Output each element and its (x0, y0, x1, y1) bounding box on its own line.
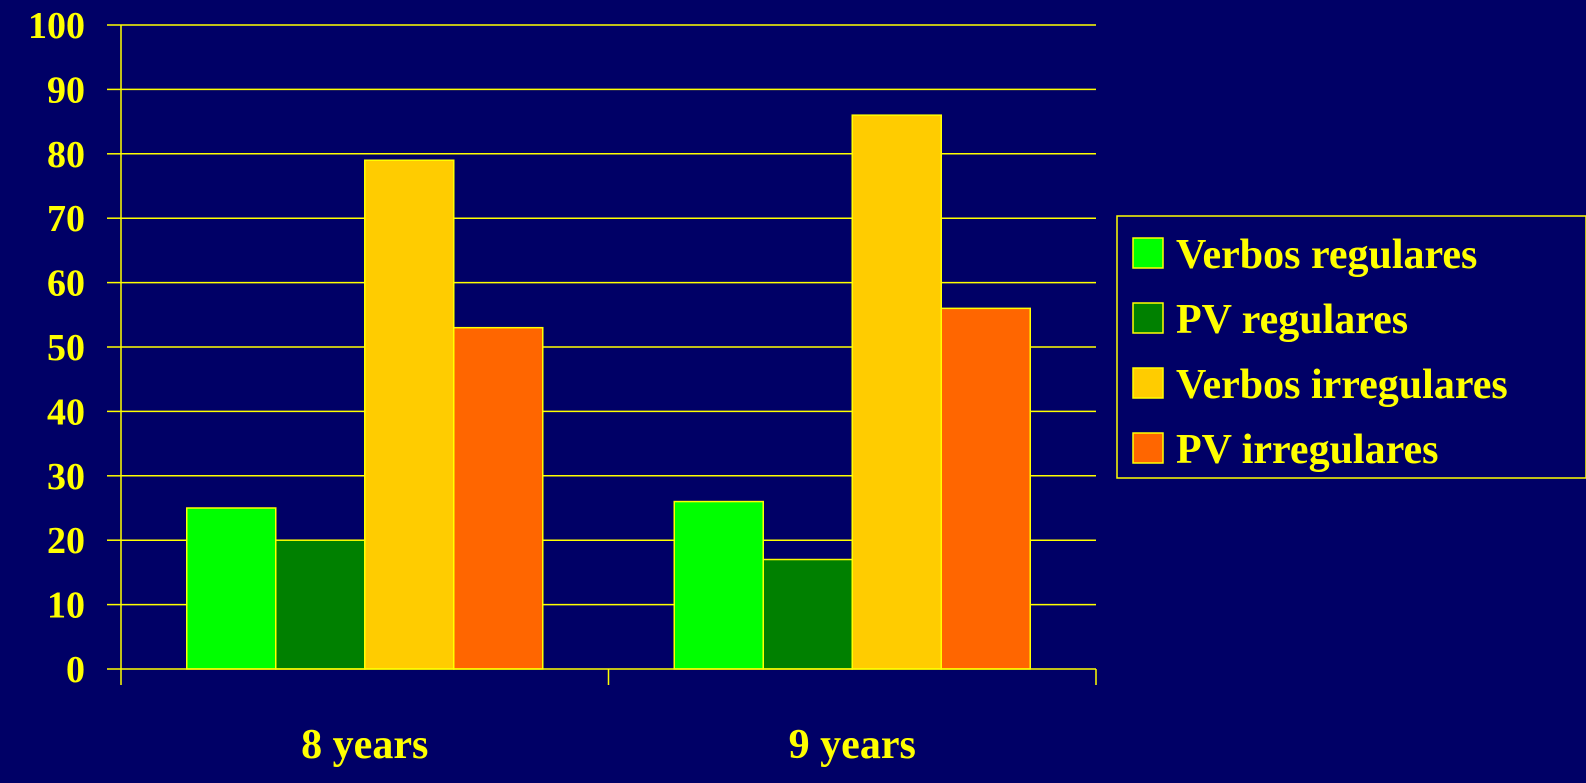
legend-label: Verbos regulares (1176, 232, 1477, 278)
legend: Verbos regulares PV regulares Verbos irreg… (1116, 215, 1586, 479)
legend-swatch (1132, 432, 1164, 464)
bar-pv-irregulares-8-years (453, 326, 544, 670)
y-tick-label: 90 (47, 69, 85, 111)
legend-swatch (1132, 302, 1164, 334)
axes: 0 10 20 30 40 50 60 70 80 90 100 8 years 9 years (28, 5, 1097, 768)
y-tick-label: 40 (47, 391, 85, 433)
x-tick-label: 8 years (301, 722, 428, 768)
x-tick-label: 9 years (789, 722, 916, 768)
legend-label: Verbos irregulares (1176, 362, 1508, 408)
bar-pv-regulares-8-years (275, 539, 366, 670)
legend-label: PV regulares (1176, 297, 1408, 343)
y-tick-label: 20 (47, 520, 85, 562)
y-tick-label: 10 (47, 585, 85, 627)
y-tick-label: 50 (47, 327, 85, 369)
legend-label: PV irregulares (1176, 427, 1438, 473)
bars (186, 114, 1031, 670)
bar-verbos-irregulares-8-years (364, 159, 455, 670)
legend-swatch (1132, 237, 1164, 269)
bar-verbos-regulares-8-years (186, 507, 277, 670)
bar-verbos-irregulares-9-years (851, 114, 942, 670)
bar-verbos-regulares-9-years (673, 500, 764, 670)
y-tick-label: 100 (28, 5, 85, 47)
legend-box (1116, 215, 1586, 479)
y-tick-label: 0 (66, 649, 85, 691)
bar-pv-regulares-9-years (762, 558, 853, 670)
bar-pv-irregulares-9-years (940, 307, 1031, 670)
y-tick-label: 60 (47, 263, 85, 305)
y-tick-label: 80 (47, 134, 85, 176)
y-tick-label: 30 (47, 456, 85, 498)
y-tick-label: 70 (47, 198, 85, 240)
legend-swatch (1132, 367, 1164, 399)
